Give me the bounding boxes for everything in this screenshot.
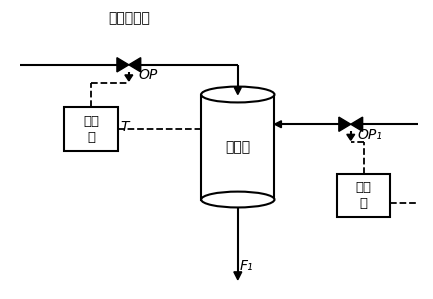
Polygon shape — [117, 58, 129, 72]
Bar — [201, 94, 275, 199]
Bar — [65, 107, 118, 151]
Polygon shape — [351, 117, 362, 131]
Text: T: T — [121, 120, 129, 134]
Text: F₁: F₁ — [240, 259, 253, 273]
Text: 反应器: 反应器 — [225, 140, 250, 154]
Polygon shape — [275, 121, 281, 128]
Polygon shape — [234, 88, 241, 94]
Text: 控制
器: 控制 器 — [83, 115, 99, 144]
Polygon shape — [234, 272, 242, 280]
Polygon shape — [339, 117, 351, 131]
Polygon shape — [125, 75, 133, 81]
Polygon shape — [347, 134, 355, 140]
Polygon shape — [129, 58, 141, 72]
Text: OP: OP — [139, 68, 158, 82]
Bar — [337, 174, 391, 217]
Text: 控制
器: 控制 器 — [355, 181, 372, 210]
Ellipse shape — [201, 87, 275, 103]
Ellipse shape — [201, 192, 275, 208]
Text: OP₁: OP₁ — [358, 128, 382, 142]
Text: 温度控制阀: 温度控制阀 — [108, 11, 150, 25]
